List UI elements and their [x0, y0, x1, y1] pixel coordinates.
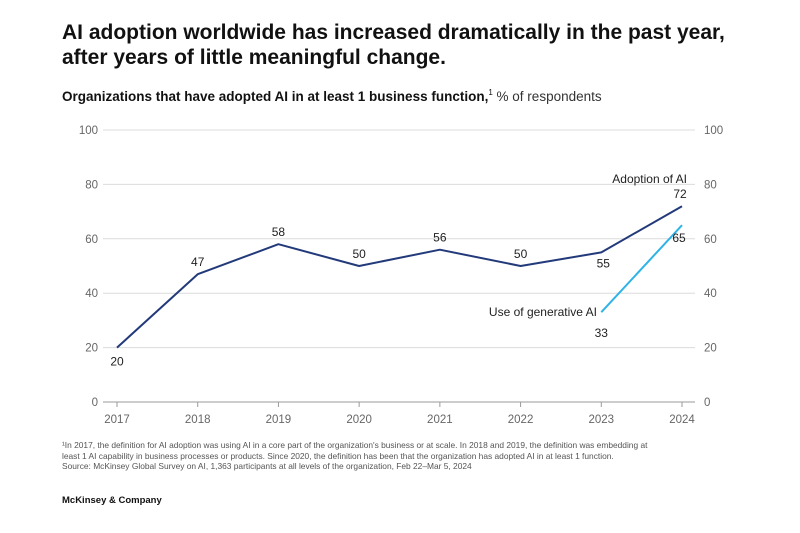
chart-subtitle-main: Organizations that have adopted AI in at…	[62, 89, 489, 104]
y-tick-label-left: 100	[79, 125, 98, 137]
series-label-adoption: Adoption of AI	[612, 172, 687, 186]
x-tick-label: 2017	[104, 414, 130, 426]
x-tick-label: 2020	[346, 414, 372, 426]
series-label-genai: Use of generative AI	[489, 305, 597, 319]
y-tick-label-left: 20	[85, 343, 98, 355]
data-label: 56	[433, 231, 447, 245]
x-tick-label: 2023	[588, 414, 614, 426]
x-tick-label: 2024	[669, 414, 695, 426]
x-tick-label: 2018	[185, 414, 211, 426]
data-label: 72	[673, 187, 687, 201]
data-label: 55	[597, 256, 611, 270]
footnote-block: ¹In 2017, the definition for AI adoption…	[62, 440, 732, 472]
data-label: 65	[672, 231, 686, 245]
data-label: 58	[272, 225, 286, 239]
y-tick-label-left: 0	[92, 397, 98, 409]
data-label: 33	[595, 326, 609, 340]
x-tick-label: 2019	[266, 414, 292, 426]
chart-subtitle-unit: % of respondents	[496, 89, 602, 104]
x-tick-label: 2021	[427, 414, 453, 426]
y-tick-label-right: 20	[704, 343, 717, 355]
chart-subtitle: Organizations that have adopted AI in at…	[62, 88, 602, 104]
data-label: 50	[514, 247, 528, 261]
x-tick-label: 2022	[508, 414, 534, 426]
footnote-marker: 1	[488, 88, 493, 97]
y-tick-label-left: 40	[85, 288, 98, 300]
y-tick-label-right: 60	[704, 234, 717, 246]
y-tick-label-left: 80	[85, 179, 98, 191]
footnote-line-2: least 1 AI capability in business proces…	[62, 450, 614, 461]
data-label: 47	[191, 255, 205, 269]
footnote-line-1: ¹In 2017, the definition for AI adoption…	[62, 440, 648, 450]
brand-logo-text: McKinsey & Company	[62, 495, 162, 506]
data-label: 50	[352, 247, 366, 261]
y-tick-label-right: 40	[704, 288, 717, 300]
data-label: 20	[110, 355, 124, 369]
headline: AI adoption worldwide has increased dram…	[62, 21, 725, 69]
y-tick-label-right: 80	[704, 179, 717, 191]
source-line: Source: McKinsey Global Survey on AI, 1,…	[62, 461, 472, 471]
adoption-line	[116, 205, 683, 349]
y-tick-label-right: 100	[704, 125, 723, 137]
y-tick-label-right: 0	[704, 397, 710, 409]
genai-line	[600, 224, 683, 313]
y-tick-label-left: 60	[85, 234, 98, 246]
